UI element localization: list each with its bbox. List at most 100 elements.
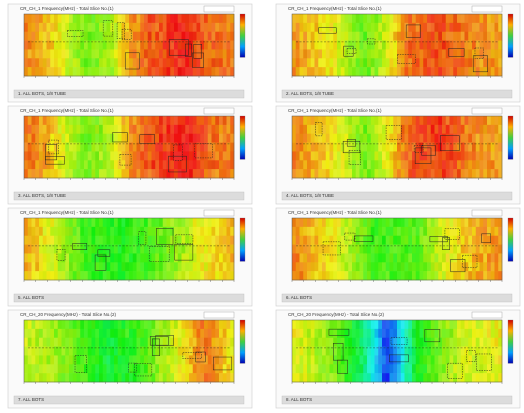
- heat-cell: [148, 253, 152, 262]
- heat-cell: [227, 125, 231, 134]
- heat-cell: [24, 125, 28, 134]
- heat-cell: [122, 49, 126, 58]
- heat-cell: [318, 160, 322, 169]
- heat-cell: [174, 364, 178, 373]
- heat-cell: [118, 151, 122, 160]
- heat-cell: [318, 253, 322, 262]
- heat-cell: [39, 14, 43, 23]
- heat-cell: [420, 320, 424, 329]
- heat-cell: [208, 134, 212, 143]
- heat-cell: [322, 227, 326, 236]
- heat-cell: [84, 58, 88, 67]
- heat-cell: [461, 32, 465, 41]
- heat-cell: [152, 355, 156, 364]
- heat-cell: [300, 49, 304, 58]
- heat-cell: [148, 271, 152, 280]
- heat-cell: [212, 338, 216, 347]
- heat-cell: [315, 236, 319, 245]
- heat-cell: [307, 151, 311, 160]
- heat-cell: [420, 116, 424, 125]
- heat-cell: [92, 49, 96, 58]
- heat-cell: [133, 49, 137, 58]
- heat-cell: [118, 218, 122, 227]
- heat-cell: [401, 151, 405, 160]
- heat-cell: [483, 364, 487, 373]
- heat-cell: [446, 58, 450, 67]
- heat-cell: [296, 227, 300, 236]
- heat-cell: [345, 23, 349, 32]
- heat-cell: [457, 151, 461, 160]
- heat-cell: [420, 125, 424, 134]
- heat-cell: [122, 338, 126, 347]
- heat-cell: [84, 373, 88, 382]
- heat-cell: [118, 32, 122, 41]
- heat-cell: [73, 116, 77, 125]
- heat-cell: [326, 338, 330, 347]
- heat-cell: [386, 32, 390, 41]
- heat-cell: [435, 151, 439, 160]
- heat-cell: [303, 23, 307, 32]
- heat-cell: [405, 58, 409, 67]
- heat-cell: [212, 236, 216, 245]
- heat-cell: [43, 236, 47, 245]
- heat-cell: [208, 151, 212, 160]
- heat-cell: [393, 32, 397, 41]
- heat-cell: [345, 271, 349, 280]
- heat-cell: [386, 218, 390, 227]
- heat-cell: [401, 320, 405, 329]
- heat-cell: [296, 253, 300, 262]
- heat-cell: [472, 32, 476, 41]
- heat-cell: [152, 32, 156, 41]
- heat-cell: [133, 14, 137, 23]
- heat-cell: [107, 373, 111, 382]
- heat-cell: [405, 23, 409, 32]
- heat-cell: [300, 58, 304, 67]
- heat-cell: [423, 329, 427, 338]
- heat-cell: [193, 355, 197, 364]
- heat-cell: [65, 67, 69, 76]
- heat-cell: [212, 58, 216, 67]
- heat-cell: [461, 329, 465, 338]
- heat-cell: [330, 236, 334, 245]
- heat-cell: [110, 67, 114, 76]
- heat-cell: [453, 262, 457, 271]
- heat-cell: [371, 32, 375, 41]
- heat-cell: [129, 227, 133, 236]
- heat-cell: [438, 227, 442, 236]
- heat-cell: [219, 253, 223, 262]
- heat-cell: [367, 169, 371, 178]
- heat-cell: [386, 262, 390, 271]
- heat-cell: [95, 271, 99, 280]
- heat-cell: [103, 125, 107, 134]
- heat-cell: [431, 253, 435, 262]
- heat-cell: [408, 253, 412, 262]
- heat-cell: [356, 169, 360, 178]
- heat-cell: [405, 253, 409, 262]
- heat-cell: [416, 32, 420, 41]
- heat-cell: [148, 218, 152, 227]
- heat-cell: [69, 262, 73, 271]
- heat-cell: [122, 373, 126, 382]
- heat-cell: [223, 58, 227, 67]
- heat-cell: [442, 236, 446, 245]
- heat-cell: [54, 67, 58, 76]
- heat-cell: [495, 125, 499, 134]
- heat-cell: [487, 236, 491, 245]
- heat-cell: [487, 227, 491, 236]
- heat-cell: [227, 116, 231, 125]
- heat-cell: [219, 227, 223, 236]
- heat-cell: [461, 23, 465, 32]
- heat-cell: [204, 169, 208, 178]
- heat-cell: [54, 218, 58, 227]
- heat-cell: [311, 169, 315, 178]
- heat-cell: [174, 58, 178, 67]
- heat-cell: [371, 14, 375, 23]
- heat-cell: [498, 347, 502, 356]
- heat-cell: [58, 320, 62, 329]
- heat-cell: [408, 14, 412, 23]
- heat-cell: [223, 49, 227, 58]
- heat-cell: [450, 151, 454, 160]
- heat-cell: [118, 338, 122, 347]
- heat-cell: [326, 320, 330, 329]
- panel-title: CR_CH_1 Frequency(MHz) - Total Slice No.…: [20, 210, 114, 215]
